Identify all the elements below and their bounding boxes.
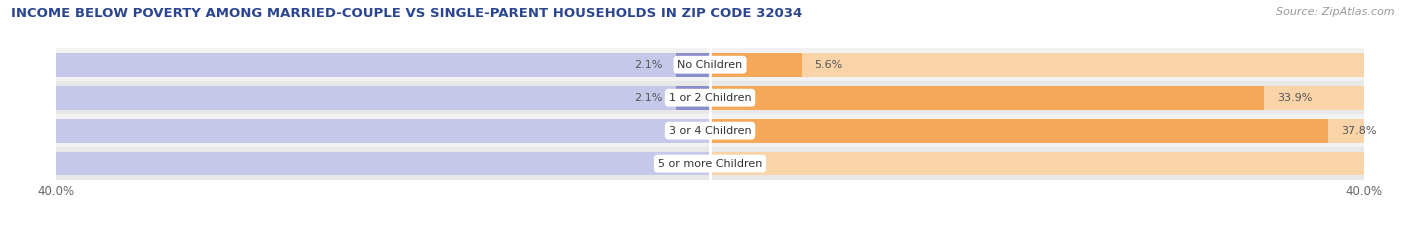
Bar [56,119,710,143]
Text: 2.1%: 2.1% [634,93,662,103]
Bar [710,53,1364,77]
Bar [710,152,1364,175]
Bar [56,81,1364,114]
Text: 37.8%: 37.8% [1341,126,1376,136]
Text: INCOME BELOW POVERTY AMONG MARRIED-COUPLE VS SINGLE-PARENT HOUSEHOLDS IN ZIP COD: INCOME BELOW POVERTY AMONG MARRIED-COUPL… [11,7,803,20]
Bar [56,152,710,175]
Bar [56,114,1364,147]
Text: 1 or 2 Children: 1 or 2 Children [669,93,751,103]
Bar [56,147,1364,180]
Bar [710,86,1264,110]
Bar [710,53,801,77]
Bar [56,86,710,110]
Bar [676,86,710,110]
Text: Source: ZipAtlas.com: Source: ZipAtlas.com [1277,7,1395,17]
Text: 2.1%: 2.1% [634,60,662,70]
Text: 5.6%: 5.6% [814,60,842,70]
Text: 0.0%: 0.0% [723,159,751,169]
Bar [710,119,1327,143]
Text: 0.0%: 0.0% [669,159,697,169]
Bar [710,119,1364,143]
Bar [676,53,710,77]
Bar [710,86,1364,110]
Bar [56,48,1364,81]
Text: 3 or 4 Children: 3 or 4 Children [669,126,751,136]
Bar [56,53,710,77]
Text: 33.9%: 33.9% [1277,93,1313,103]
Text: 5 or more Children: 5 or more Children [658,159,762,169]
Text: No Children: No Children [678,60,742,70]
Text: 0.0%: 0.0% [669,126,697,136]
